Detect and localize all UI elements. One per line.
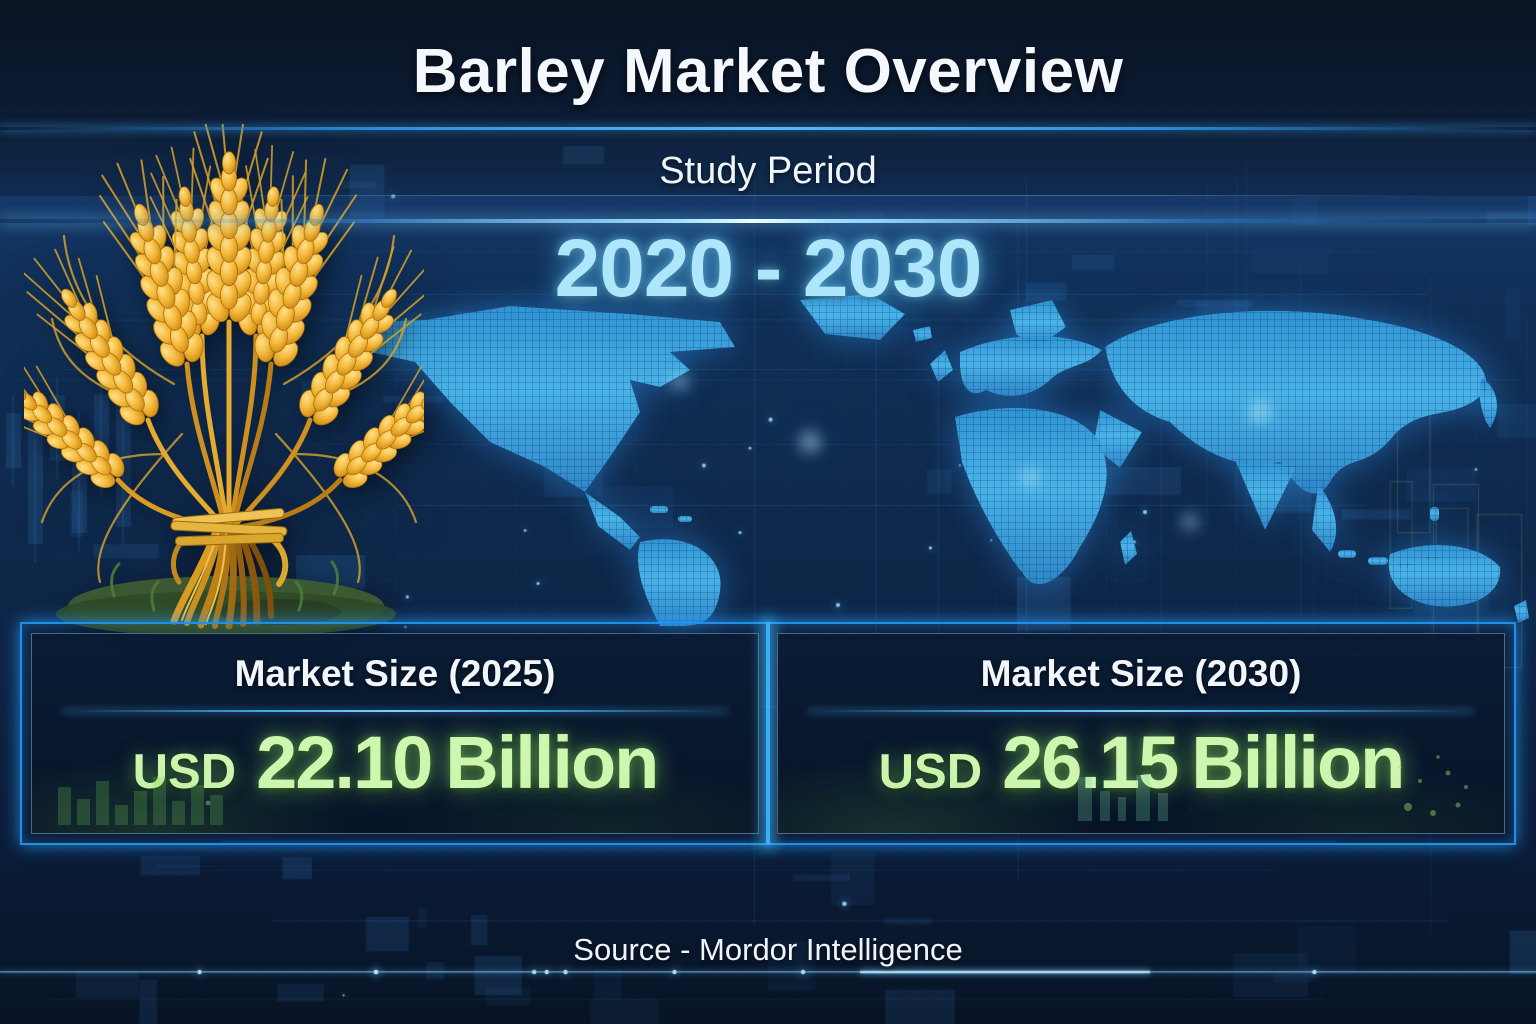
page-title: Barley Market Overview	[412, 37, 1124, 106]
card-divider-line	[62, 710, 728, 712]
card-label: Market Size (2025)	[234, 653, 556, 694]
rope-tie	[170, 508, 289, 587]
period-beam-line	[0, 219, 1536, 223]
market-value-row: USD 26.15 Billion	[778, 720, 1504, 805]
market-cards-frame: Market Size (2025) USD 22.10 Billion	[20, 622, 1516, 845]
teal-bars-decoration	[1078, 775, 1168, 821]
currency-label: USD	[878, 745, 983, 799]
market-unit: Billion	[445, 721, 659, 804]
study-divider-line	[0, 195, 1536, 196]
market-value: 22.10 Billion	[256, 720, 659, 805]
market-value: 26.15 Billion	[1002, 720, 1405, 805]
cards-center-divider	[766, 622, 770, 845]
market-size-2030-card: Market Size (2030) USD 26.15 Billion	[777, 633, 1505, 834]
market-amount: 26.15	[1002, 721, 1179, 804]
green-dots-decoration	[1398, 755, 1468, 816]
market-size-2025-card: Market Size (2025) USD 22.10 Billion	[31, 633, 759, 834]
green-bars-decoration	[58, 777, 223, 825]
currency-label: USD	[132, 745, 237, 799]
market-amount: 22.10	[256, 721, 433, 804]
wheat-sheaf-svg	[0, 104, 499, 637]
card-label: Market Size (2030)	[980, 653, 1302, 694]
world-map-illustration	[360, 294, 1529, 626]
market-value-row: USD 22.10 Billion	[32, 720, 758, 805]
wheat-sheaf-illustration	[0, 104, 499, 637]
card-half-left: Market Size (2025) USD 22.10 Billion	[22, 624, 768, 843]
study-period-range: 2020 - 2030	[554, 223, 983, 314]
source-text: Source - Mordor Intelligence	[573, 932, 963, 967]
footer-divider-line	[0, 971, 1536, 972]
title-divider-line	[0, 127, 1536, 130]
market-unit: Billion	[1191, 721, 1405, 804]
study-period-label: Study Period	[659, 150, 877, 192]
digital-world-map	[330, 292, 1530, 626]
card-divider-line	[808, 710, 1474, 712]
card-half-right: Market Size (2030) USD 26.15 Billion	[768, 624, 1514, 843]
